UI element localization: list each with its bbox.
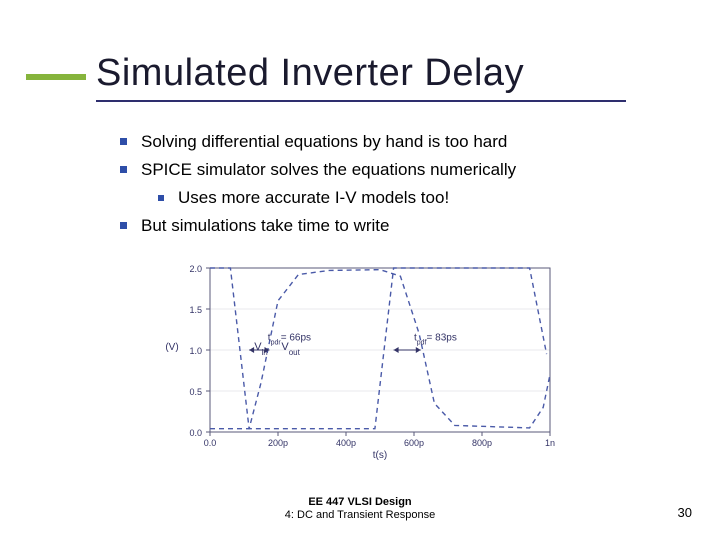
svg-text:tpdr= 66ps: tpdr= 66ps [268,332,311,346]
svg-text:2.0: 2.0 [189,264,202,274]
footer-subtitle: 4: DC and Transient Response [0,509,720,522]
bullet-text: But simulations take time to write [141,214,389,238]
title-underline [96,100,626,102]
bullet-text: Solving differential equations by hand i… [141,130,507,154]
svg-text:600p: 600p [404,438,424,448]
page-number: 30 [678,505,692,520]
bullet-icon [158,195,164,201]
svg-text:800p: 800p [472,438,492,448]
svg-text:tpdf= 83ps: tpdf= 83ps [414,332,457,346]
bullet-icon [120,222,127,229]
bullet-item: Solving differential equations by hand i… [120,130,516,154]
svg-text:400p: 400p [336,438,356,448]
svg-text:0.0: 0.0 [189,428,202,438]
spice-chart: 0.0 0.5 1.0 1.5 2.0 0.0 200p 400p 600p 800p 1n (V) t… [160,260,560,460]
svg-text:(V): (V) [165,342,178,353]
svg-text:t(s): t(s) [373,450,387,460]
page-title: Simulated Inverter Delay [96,52,524,95]
accent-bar [26,74,86,80]
bullet-text: Uses more accurate I-V models too! [178,186,449,210]
svg-text:Vout: Vout [281,341,300,357]
bullet-icon [120,138,127,145]
bullet-icon [120,166,127,173]
svg-text:1n: 1n [545,438,555,448]
footer-course: EE 447 VLSI Design [0,496,720,509]
svg-text:0.5: 0.5 [189,387,202,397]
bullet-item: But simulations take time to write [120,214,516,238]
bullet-item: SPICE simulator solves the equations num… [120,158,516,182]
bullet-list: Solving differential equations by hand i… [120,130,516,242]
footer: EE 447 VLSI Design 4: DC and Transient R… [0,496,720,522]
svg-text:0.0: 0.0 [204,438,217,448]
svg-text:1.5: 1.5 [189,305,202,315]
bullet-item: Uses more accurate I-V models too! [158,186,516,210]
svg-text:200p: 200p [268,438,288,448]
bullet-text: SPICE simulator solves the equations num… [141,158,516,182]
svg-text:1.0: 1.0 [189,346,202,356]
